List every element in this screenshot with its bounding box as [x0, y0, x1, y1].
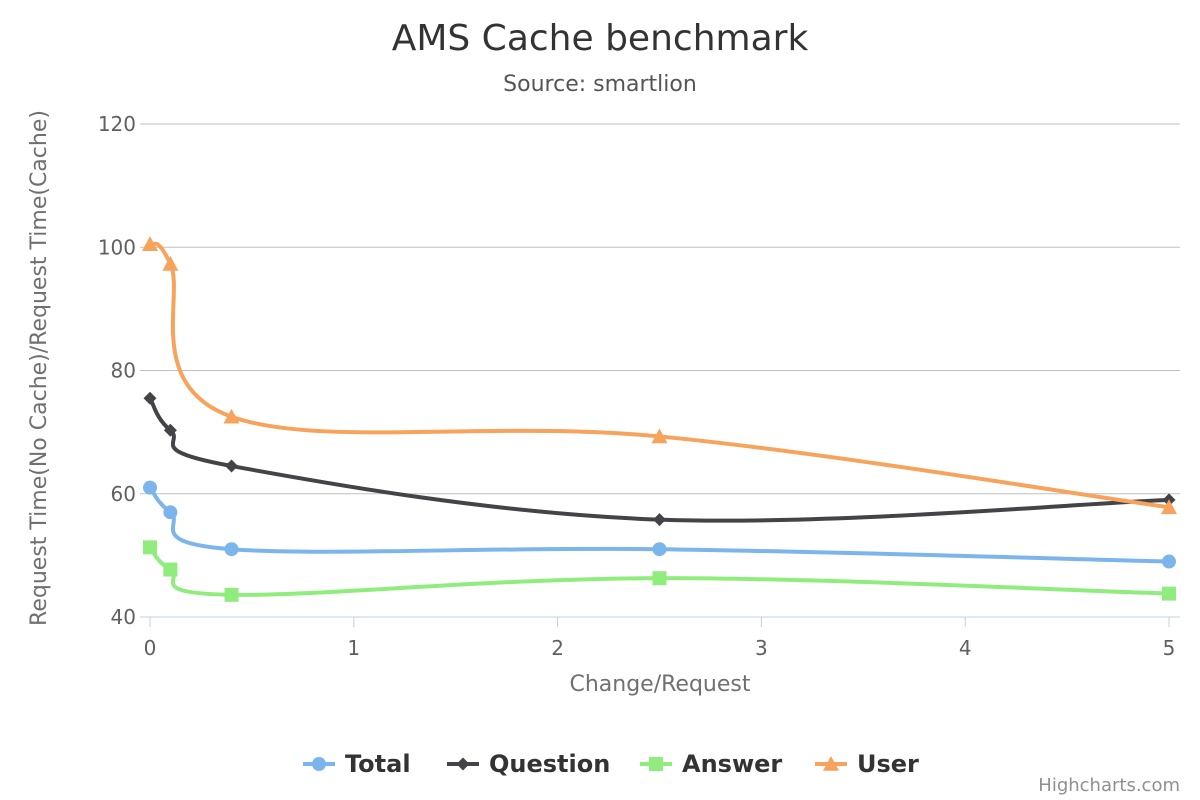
- legend: Total Question Answer User: [303, 750, 919, 778]
- question-point[interactable]: [163, 423, 177, 437]
- y-axis-title: Request Time(No Cache)/Request Time(Cach…: [27, 110, 52, 626]
- total-point[interactable]: [143, 480, 157, 495]
- user-point[interactable]: [1161, 499, 1177, 515]
- y-tick-label: 100: [98, 235, 136, 259]
- legend-triangle-icon: [823, 756, 839, 771]
- y-tick-label: 80: [111, 359, 136, 383]
- user-point[interactable]: [142, 236, 158, 251]
- answer-point[interactable]: [143, 540, 157, 555]
- legend-item-question[interactable]: Question: [447, 750, 610, 778]
- answer-point[interactable]: [224, 587, 239, 602]
- y-tick-label: 40: [111, 605, 136, 629]
- x-tick-label: 1: [347, 636, 360, 660]
- total-point[interactable]: [163, 505, 178, 520]
- series-answer: [143, 540, 1176, 602]
- legend-diamond-icon: [456, 757, 470, 771]
- series-layer: [142, 236, 1177, 602]
- y-tick-label: 60: [111, 482, 136, 506]
- question-line[interactable]: [148, 396, 1171, 523]
- y-tick-label: 120: [98, 112, 136, 136]
- legend-square-icon: [649, 757, 663, 771]
- answer-point[interactable]: [1162, 586, 1176, 601]
- question-point[interactable]: [143, 391, 157, 405]
- total-point[interactable]: [224, 542, 239, 557]
- chart-subtitle: Source: smartlion: [503, 72, 697, 97]
- legend-label: Question: [489, 750, 610, 778]
- credits-link[interactable]: Highcharts.com: [1038, 775, 1180, 796]
- legend-label: Total: [345, 750, 411, 778]
- user-point[interactable]: [223, 408, 240, 424]
- series-question: [143, 391, 1176, 527]
- legend-item-answer[interactable]: Answer: [640, 750, 782, 778]
- x-tick-label: 2: [551, 636, 564, 660]
- user-point[interactable]: [162, 255, 179, 271]
- legend-item-user[interactable]: User: [815, 750, 919, 778]
- x-axis-title: Change/Request: [569, 672, 750, 697]
- grid: [140, 123, 1180, 495]
- x-tick-label: 4: [959, 636, 972, 660]
- answer-point[interactable]: [163, 562, 178, 577]
- x-tick-label: 3: [755, 636, 768, 660]
- series-total: [143, 480, 1176, 569]
- x-tick-label: 0: [144, 636, 157, 660]
- legend-label: User: [857, 750, 919, 778]
- series-user: [142, 236, 1177, 515]
- user-line[interactable]: [148, 241, 1171, 510]
- total-point[interactable]: [1162, 554, 1176, 569]
- question-point[interactable]: [653, 513, 666, 527]
- legend-item-total[interactable]: Total: [303, 750, 411, 778]
- x-tick-label: 5: [1163, 636, 1176, 660]
- answer-point[interactable]: [652, 571, 667, 586]
- legend-label: Answer: [682, 750, 782, 778]
- question-point[interactable]: [225, 459, 239, 473]
- total-point[interactable]: [652, 542, 667, 557]
- axes: 40 60 80 100 120 0 1 2 3 4 5: [98, 112, 1180, 660]
- legend-circle-icon: [312, 757, 326, 771]
- chart-title: AMS Cache benchmark: [392, 18, 809, 59]
- user-point[interactable]: [651, 428, 668, 444]
